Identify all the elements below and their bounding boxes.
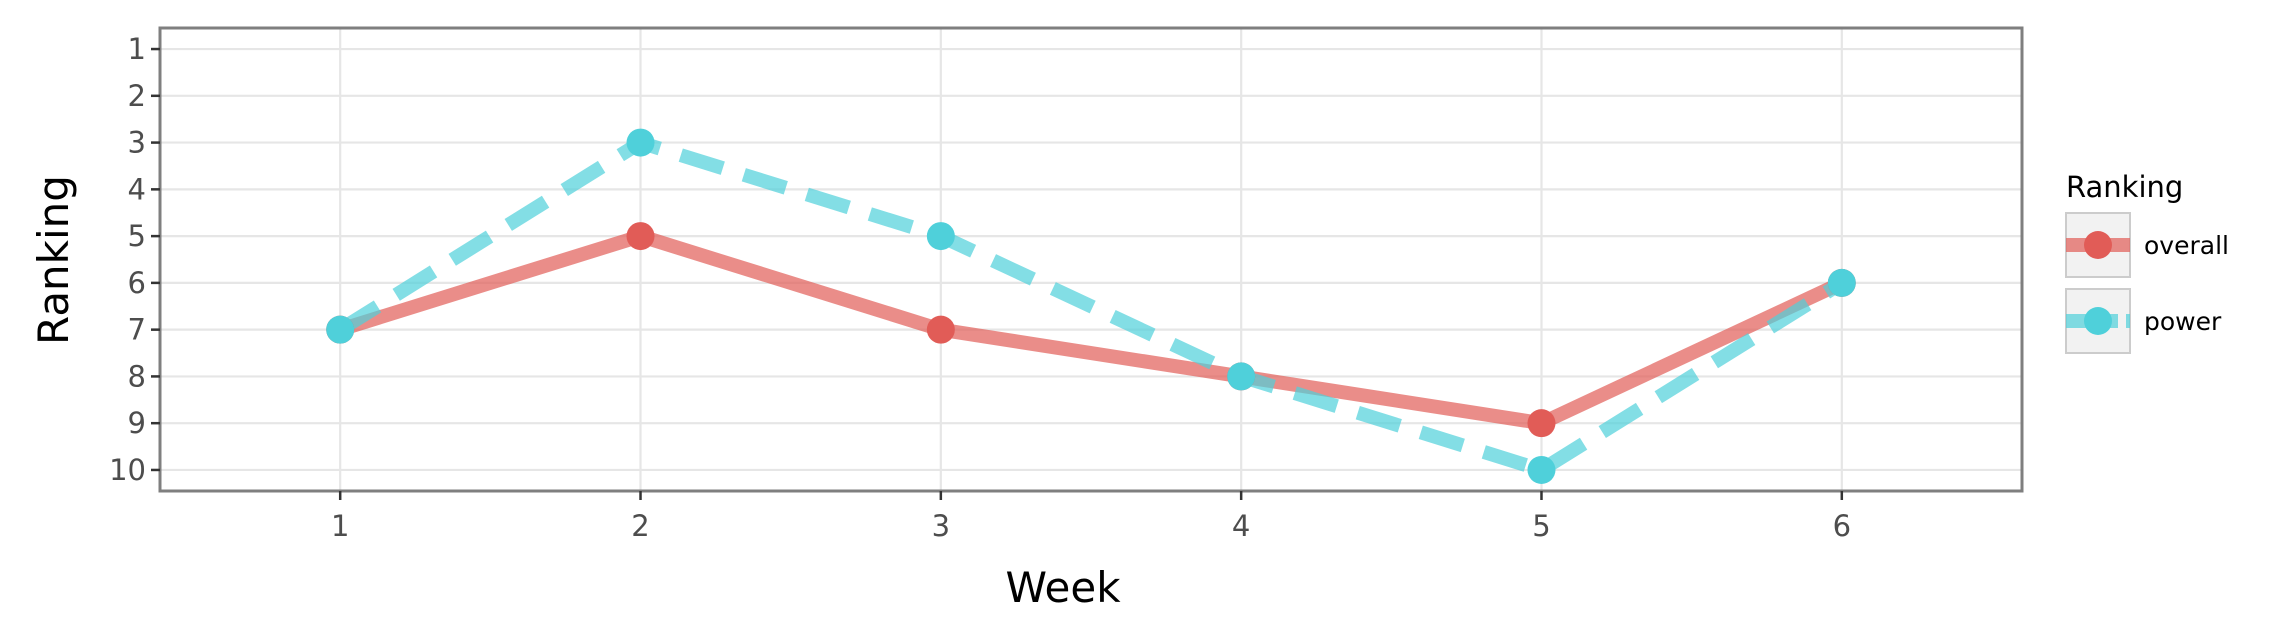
- x-tick-label: 6: [1833, 509, 1851, 543]
- legend-label-power: power: [2144, 307, 2222, 336]
- data-point-power: [326, 315, 355, 344]
- x-tick-label: 3: [932, 509, 950, 543]
- y-tick-label: 2: [128, 79, 146, 113]
- data-point-power: [926, 222, 955, 251]
- legend-marker-overall: [2084, 231, 2112, 259]
- panel-border: [158, 26, 2024, 493]
- y-tick-label: 6: [128, 266, 146, 300]
- data-point-overall: [626, 222, 655, 251]
- data-point-overall: [1527, 409, 1556, 438]
- y-axis-title: Ranking: [29, 175, 78, 345]
- series-points: [326, 128, 1856, 484]
- y-tick-label: 3: [128, 126, 146, 160]
- y-tick-label: 8: [128, 359, 146, 393]
- data-point-overall: [926, 315, 955, 344]
- legend-label-overall: overall: [2144, 231, 2229, 260]
- y-tick-label: 5: [128, 219, 146, 253]
- x-axis: 1 2 3 4 5 6: [331, 491, 1851, 543]
- x-axis-title: Week: [1005, 563, 1121, 612]
- legend-title: Ranking: [2066, 170, 2183, 204]
- x-gridlines: [339, 28, 1843, 491]
- data-point-power: [1227, 362, 1256, 391]
- data-point-power: [626, 128, 655, 157]
- x-tick-label: 2: [631, 509, 649, 543]
- y-tick-label: 4: [128, 172, 146, 206]
- legend-marker-power: [2084, 307, 2112, 335]
- data-point-power: [1827, 268, 1856, 297]
- series-line-power: [336, 135, 1846, 477]
- x-tick-label: 1: [331, 509, 349, 543]
- x-tick-label: 5: [1532, 509, 1550, 543]
- series-lines: [336, 135, 1846, 477]
- y-axis: 1 2 3 4 5 6 7 8 9 10: [109, 32, 160, 487]
- y-tick-label: 1: [128, 32, 146, 66]
- y-tick-label: 10: [109, 453, 146, 487]
- legend: Ranking overall power: [2065, 170, 2229, 354]
- panel-background: [160, 28, 2022, 491]
- y-tick-label: 7: [128, 313, 146, 347]
- x-tick-label: 4: [1232, 509, 1250, 543]
- data-point-power: [1527, 455, 1556, 484]
- series-line-overall: [338, 229, 1845, 431]
- y-tick-label: 9: [128, 406, 146, 440]
